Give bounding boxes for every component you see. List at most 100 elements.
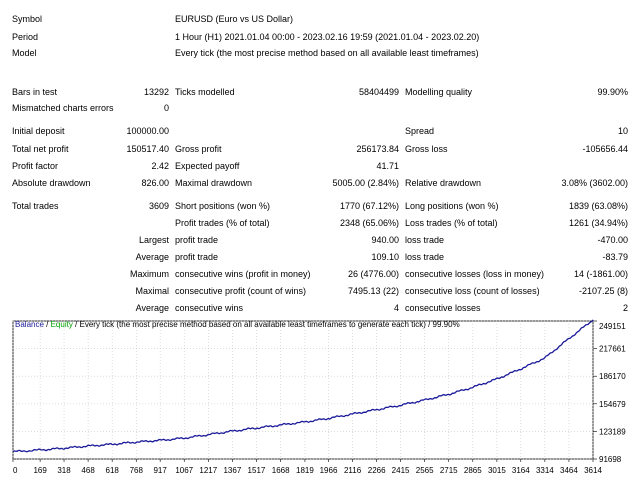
maximal-profit-value: 7495.13 (22) [347, 286, 399, 296]
symbol-label: Symbol [12, 14, 43, 24]
x-tick-label: 1367 [223, 466, 241, 475]
long-positions-value: 1839 (63.08%) [568, 201, 628, 211]
deposit-label: Initial deposit [12, 126, 65, 136]
profit-factor-label: Profit factor [12, 161, 59, 171]
average-profit-label: profit trade [175, 252, 219, 262]
grossprofit-label: Gross profit [175, 144, 222, 154]
legend-balance: Balance [15, 320, 44, 329]
model-value: Every tick (the most precise method base… [175, 48, 479, 58]
average-consecutive-label: Average [135, 303, 169, 313]
profit-trades-value: 2348 (65.06%) [339, 218, 399, 228]
mismatch-label: Mismatched charts errors [12, 103, 114, 113]
bars-value: 13292 [143, 87, 169, 97]
x-tick-label: 3614 [584, 466, 602, 475]
x-tick-label: 2116 [344, 466, 362, 475]
quality-label: Modelling quality [405, 87, 473, 97]
x-tick-label: 468 [81, 466, 95, 475]
y-tick-label: 249151 [599, 322, 626, 331]
avg-losses-label: consecutive losses [405, 303, 481, 313]
x-tick-label: 2715 [440, 466, 458, 475]
y-tick-label: 91698 [599, 455, 622, 464]
profit-trades-label: Profit trades (% of total) [175, 218, 270, 228]
deposit-value: 100000.00 [126, 126, 169, 136]
quality-value: 99.90% [597, 87, 628, 97]
maximal-profit-label: consecutive profit (count of wins) [175, 286, 307, 296]
x-tick-label: 3464 [560, 466, 578, 475]
absolute-drawdown-label: Absolute drawdown [12, 178, 91, 188]
x-tick-label: 318 [57, 466, 71, 475]
largest-label: Largest [138, 235, 169, 245]
x-tick-label: 3015 [488, 466, 506, 475]
loss-trades-value: 1261 (34.94%) [568, 218, 628, 228]
avg-wins-value: 4 [393, 303, 399, 313]
netprofit-value: 150517.40 [126, 144, 169, 154]
legend-separator: / [43, 320, 51, 329]
netprofit-label: Total net profit [12, 144, 69, 154]
x-tick-label: 2865 [464, 466, 482, 475]
avg-wins-label: consecutive wins [175, 303, 244, 313]
max-losses-label: consecutive losses (loss in money) [405, 269, 545, 279]
x-tick-label: 2415 [392, 466, 410, 475]
maximal-drawdown-value: 5005.00 (2.84%) [332, 178, 399, 188]
x-tick-label: 1668 [272, 466, 290, 475]
average-label: Average [135, 252, 169, 262]
maximal-loss-value: -2107.25 (8) [578, 286, 628, 296]
x-tick-label: 3164 [512, 466, 530, 475]
long-positions-label: Long positions (won %) [405, 201, 499, 211]
bars-label: Bars in test [12, 87, 58, 97]
short-positions-value: 1770 (67.12%) [339, 201, 399, 211]
ticks-value: 58404499 [358, 87, 399, 97]
maximal-drawdown-label: Maximal drawdown [175, 178, 253, 188]
grossprofit-value: 256173.84 [356, 144, 399, 154]
average-loss-label: loss trade [405, 252, 445, 262]
legend-description: / Every tick (the most precise method ba… [72, 320, 460, 329]
short-positions-label: Short positions (won %) [175, 201, 271, 211]
y-tick-label: 154679 [599, 400, 626, 409]
period-value: 1 Hour (H1) 2021.01.04 00:00 - 2023.02.1… [175, 32, 480, 42]
y-tick-label: 186170 [599, 372, 626, 381]
largest-loss-label: loss trade [405, 235, 445, 245]
maximal-label: Maximal [135, 286, 169, 296]
y-tick-label: 123189 [599, 427, 626, 436]
symbol-value: EURUSD (Euro vs US Dollar) [175, 14, 294, 24]
avg-losses-value: 2 [622, 303, 628, 313]
total-trades-value: 3609 [148, 201, 169, 211]
mismatch-value: 0 [163, 103, 169, 113]
legend-equity: Equity [50, 320, 73, 329]
largest-loss-value: -470.00 [597, 235, 628, 245]
model-label: Model [12, 48, 37, 58]
x-tick-label: 618 [106, 466, 120, 475]
total-trades-label: Total trades [12, 201, 59, 211]
x-tick-label: 768 [130, 466, 144, 475]
x-tick-label: 1966 [320, 466, 338, 475]
x-tick-label: 169 [33, 466, 47, 475]
largest-profit-value: 940.00 [371, 235, 399, 245]
x-tick-label: 0 [13, 466, 18, 475]
spread-value: 10 [617, 126, 628, 136]
spread-label: Spread [405, 126, 435, 136]
maximum-label: Maximum [129, 269, 169, 279]
relative-drawdown-label: Relative drawdown [405, 178, 482, 188]
maximal-loss-label: consecutive loss (count of losses) [405, 286, 540, 296]
x-tick-label: 917 [153, 466, 167, 475]
y-tick-label: 217661 [599, 345, 626, 354]
absolute-drawdown-value: 826.00 [141, 178, 169, 188]
profit-factor-value: 2.42 [151, 161, 169, 171]
chart-legend: Balance / Equity / Every tick (the most … [15, 319, 460, 331]
balance-line [12, 319, 594, 453]
x-tick-label: 2565 [416, 466, 434, 475]
max-wins-value: 26 (4776.00) [347, 269, 399, 279]
grossloss-label: Gross loss [405, 144, 448, 154]
expected-payoff-value: 41.71 [376, 161, 399, 171]
largest-profit-label: profit trade [175, 235, 219, 245]
loss-trades-label: Loss trades (% of total) [405, 218, 498, 228]
x-tick-label: 1217 [199, 466, 217, 475]
average-profit-value: 109.10 [371, 252, 399, 262]
max-wins-label: consecutive wins (profit in money) [175, 269, 311, 279]
expected-payoff-label: Expected payoff [175, 161, 240, 171]
ticks-label: Ticks modelled [175, 87, 235, 97]
plot-frame [12, 320, 594, 460]
x-tick-label: 1067 [175, 466, 193, 475]
chart-svg: 249151 217661 186170 154679 123189 91698 0 169 3… [12, 319, 626, 475]
average-loss-value: -83.79 [602, 252, 628, 262]
